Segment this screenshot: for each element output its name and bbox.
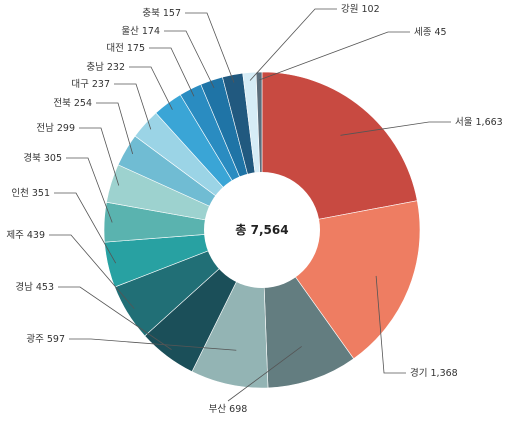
leader-line-2 [375,275,406,374]
leader-line-4 [69,338,237,351]
donut-hole [204,172,320,288]
leader-line-11 [114,83,152,130]
leader-line-6 [49,234,135,309]
leader-line-5 [58,286,172,350]
slice-label-16: 강원 102 [341,4,380,15]
slice-label-3: 부산 698 [209,404,248,415]
leader-line-17 [259,31,410,81]
slice-label-12: 충남 232 [86,62,125,73]
leader-line-16 [249,8,337,81]
leader-line-1 [340,121,451,136]
slice-label-13: 대전 175 [106,43,145,54]
chart-labels: 서울 1,663 경기 1,368 부산 698 광주 597 경남 453 제주 439… [6,4,502,415]
slice-label-7: 인천 351 [11,188,50,199]
leader-line-12 [129,66,173,110]
leader-line-15 [185,12,235,83]
slice-label-4: 광주 597 [26,333,65,345]
leader-line-7 [54,192,117,264]
leader-line-13 [149,47,195,97]
slice-label-11: 대구 237 [71,79,110,90]
leader-line-8 [66,157,113,223]
slice-label-1: 서울 1,663 [455,117,503,128]
slice-label-8: 경북 305 [23,152,62,164]
leader-line-10 [96,102,134,155]
slice-label-15: 충북 157 [142,8,181,19]
leader-line-14 [164,30,215,89]
slice-label-17: 세종 45 [414,27,447,38]
slice-label-6: 제주 439 [6,230,45,241]
leader-line-3 [227,346,302,402]
leader-line-9 [79,127,120,186]
slice-label-9: 전남 299 [36,123,75,134]
slice-label-10: 전북 254 [53,98,92,109]
center-total-label: 총 7,564 [235,222,288,237]
slice-label-5: 경남 453 [15,281,54,293]
slice-label-14: 울산 174 [121,26,160,37]
slice-label-2: 경기 1,368 [410,367,458,379]
